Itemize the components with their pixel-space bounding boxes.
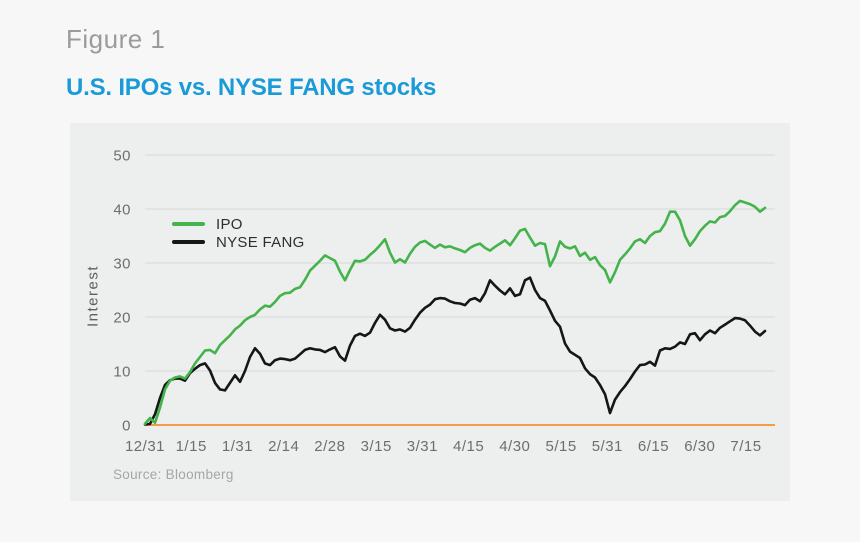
x-tick-4-30: 4/30 bbox=[499, 438, 530, 455]
y-tick-50: 50 bbox=[113, 148, 131, 165]
y-tick-30: 30 bbox=[113, 256, 131, 273]
figure-label: Figure 1 bbox=[66, 24, 166, 54]
y-tick-40: 40 bbox=[113, 202, 131, 219]
legend-item-ipo: IPO bbox=[172, 215, 305, 233]
chart-panel: 0 10 20 30 40 50 12/31 1/15 1/31 2/14 2/28 3/15 3/31… bbox=[70, 123, 790, 501]
x-tick-3-31: 3/31 bbox=[407, 438, 438, 455]
x-tick-1-15: 1/15 bbox=[176, 438, 207, 455]
page-title: U.S. IPOs vs. NYSE FANG stocks bbox=[66, 74, 437, 101]
legend-label-nyse-fang: NYSE FANG bbox=[216, 233, 305, 251]
x-tick-6-15: 6/15 bbox=[638, 438, 669, 455]
legend-item-nyse-fang: NYSE FANG bbox=[172, 233, 305, 251]
x-tick-3-15: 3/15 bbox=[361, 438, 392, 455]
line-chart: 0 10 20 30 40 50 12/31 1/15 1/31 2/14 2/28 3/15 3/31… bbox=[113, 148, 775, 455]
chart-legend: IPO NYSE FANG bbox=[172, 215, 305, 251]
series-line-ipo bbox=[143, 199, 767, 426]
legend-label-ipo: IPO bbox=[216, 215, 243, 233]
x-tick-7-15: 7/15 bbox=[730, 438, 761, 455]
x-tick-5-31: 5/31 bbox=[592, 438, 623, 455]
x-tick-12-31: 12/31 bbox=[125, 438, 165, 455]
x-tick-4-15: 4/15 bbox=[453, 438, 484, 455]
y-tick-0: 0 bbox=[122, 418, 131, 435]
x-tick-6-30: 6/30 bbox=[684, 438, 715, 455]
y-tick-10: 10 bbox=[113, 364, 131, 381]
x-tick-2-14: 2/14 bbox=[268, 438, 299, 455]
y-axis-title: Interest bbox=[84, 264, 102, 328]
y-tick-20: 20 bbox=[113, 310, 131, 327]
x-tick-2-28: 2/28 bbox=[314, 438, 345, 455]
legend-swatch-ipo bbox=[172, 222, 205, 226]
source-note: Source: Bloomberg bbox=[113, 467, 234, 482]
series-line-nyse-fang bbox=[143, 276, 767, 426]
legend-swatch-nyse-fang bbox=[172, 240, 205, 244]
x-tick-5-15: 5/15 bbox=[545, 438, 576, 455]
x-tick-1-31: 1/31 bbox=[222, 438, 253, 455]
